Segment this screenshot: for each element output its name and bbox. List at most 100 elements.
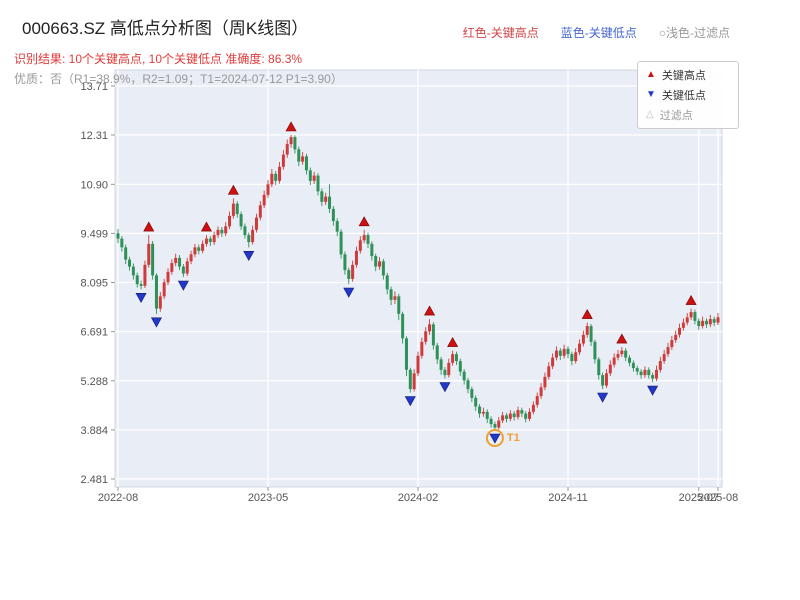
key-low-marker xyxy=(343,287,355,298)
key-high-marker xyxy=(285,121,297,132)
legend-item-key-low: ▼ 关键低点 xyxy=(646,87,730,103)
candle-body xyxy=(404,338,408,370)
candle-body xyxy=(389,289,393,300)
chart-legend-box: ▲ 关键高点 ▼ 关键低点 △ 过滤点 xyxy=(637,61,739,129)
candle-body xyxy=(124,247,128,260)
key-high-marker xyxy=(200,221,212,232)
x-tick-label: 2024-02 xyxy=(398,492,438,504)
candle-body xyxy=(574,352,578,362)
candle-body xyxy=(708,319,712,325)
candle-body xyxy=(666,347,670,355)
candle-body xyxy=(670,340,674,348)
candle-body xyxy=(651,375,655,379)
y-tick-label: 10.90 xyxy=(80,179,108,191)
candle-body xyxy=(335,221,339,232)
candle-body xyxy=(181,266,185,274)
candle-body xyxy=(135,275,139,285)
key-low-marker xyxy=(150,317,162,328)
key-low-marker xyxy=(243,251,255,261)
candle-body xyxy=(458,361,462,372)
y-tick-label: 9.499 xyxy=(80,228,108,240)
key-low-marker xyxy=(597,392,609,403)
key-high-marker xyxy=(358,216,370,227)
candle-body xyxy=(516,410,520,418)
candle-body xyxy=(204,238,208,244)
candle-body xyxy=(558,350,562,356)
candle-body xyxy=(435,345,439,360)
candle-body xyxy=(612,357,616,365)
candle-body xyxy=(331,208,335,222)
candle-body xyxy=(635,368,639,372)
candle-body xyxy=(543,376,547,388)
candle-body xyxy=(504,415,508,419)
candle-body xyxy=(235,203,239,215)
y-tick-label: 8.095 xyxy=(80,278,108,290)
candle-body xyxy=(528,411,532,419)
quality-summary-text: 优质：否（R1=38.9%，R2=1.09；T1=2024-07-12 P1=3… xyxy=(14,72,343,86)
candle-body xyxy=(366,235,370,244)
candle-body xyxy=(274,173,278,181)
candle-body xyxy=(697,320,701,327)
candle-body xyxy=(601,375,605,386)
candle-body xyxy=(551,357,555,367)
candle-body xyxy=(608,364,612,374)
candle-body xyxy=(370,243,374,257)
candle-body xyxy=(443,369,447,376)
y-tick-label: 6.691 xyxy=(80,327,108,339)
candle-body xyxy=(481,411,485,414)
candle-body xyxy=(589,326,593,342)
candle-body xyxy=(316,175,320,192)
candle-body xyxy=(378,261,382,267)
legend-filter-text: ○浅色-过滤点 xyxy=(658,26,730,40)
candle-body xyxy=(239,214,243,227)
candle-body xyxy=(593,341,597,360)
candle-body xyxy=(397,296,401,314)
legend-key-low-text: 蓝色-关键低点 xyxy=(560,26,637,40)
candle-body xyxy=(351,264,355,279)
candle-body xyxy=(547,366,551,377)
candle-body xyxy=(293,137,297,150)
candle-body xyxy=(493,424,497,428)
candle-body xyxy=(693,312,697,321)
candle-body xyxy=(362,235,366,241)
candle-body xyxy=(385,275,389,290)
candle-body xyxy=(439,359,443,370)
legend-item-label: 关键高点 xyxy=(661,70,706,82)
candle-body xyxy=(678,327,682,335)
legend-item-filter: △ 过滤点 xyxy=(646,107,730,123)
x-tick-label: 2022-08 xyxy=(98,492,138,504)
key-high-triangle-icon: ▲ xyxy=(646,69,656,80)
filter-triangle-icon: △ xyxy=(646,109,654,120)
candle-body xyxy=(297,149,301,162)
candle-body xyxy=(539,387,543,397)
candle-body xyxy=(462,371,466,381)
candle-body xyxy=(597,359,601,376)
y-tick-label: 12.31 xyxy=(80,130,108,142)
candle-body xyxy=(289,137,293,145)
candle-body xyxy=(654,369,658,379)
x-tick-label: 2025-08 xyxy=(698,492,738,504)
y-tick-label: 5.288 xyxy=(80,376,108,388)
candle-body xyxy=(620,350,624,355)
candle-body xyxy=(520,410,524,414)
candle-body xyxy=(712,319,716,323)
candle-body xyxy=(193,247,197,255)
candle-body xyxy=(631,362,635,369)
candle-body xyxy=(562,348,566,356)
candle-body xyxy=(228,215,232,227)
candle-body xyxy=(281,154,285,167)
candle-body xyxy=(343,254,347,271)
key-low-marker xyxy=(439,382,451,393)
candle-body xyxy=(451,354,455,363)
candle-body xyxy=(412,373,416,390)
candle-body xyxy=(120,238,124,248)
x-tick-label: 2023-05 xyxy=(248,492,288,504)
candle-body xyxy=(208,238,212,243)
candle-body xyxy=(689,312,693,318)
recognition-result-text: 识别结果: 10个关键高点, 10个关键低点 准确度: 86.3% xyxy=(14,52,303,66)
candle-body xyxy=(189,254,193,262)
candle-body xyxy=(420,341,424,356)
candle-body xyxy=(131,266,135,276)
candle-body xyxy=(162,282,166,297)
